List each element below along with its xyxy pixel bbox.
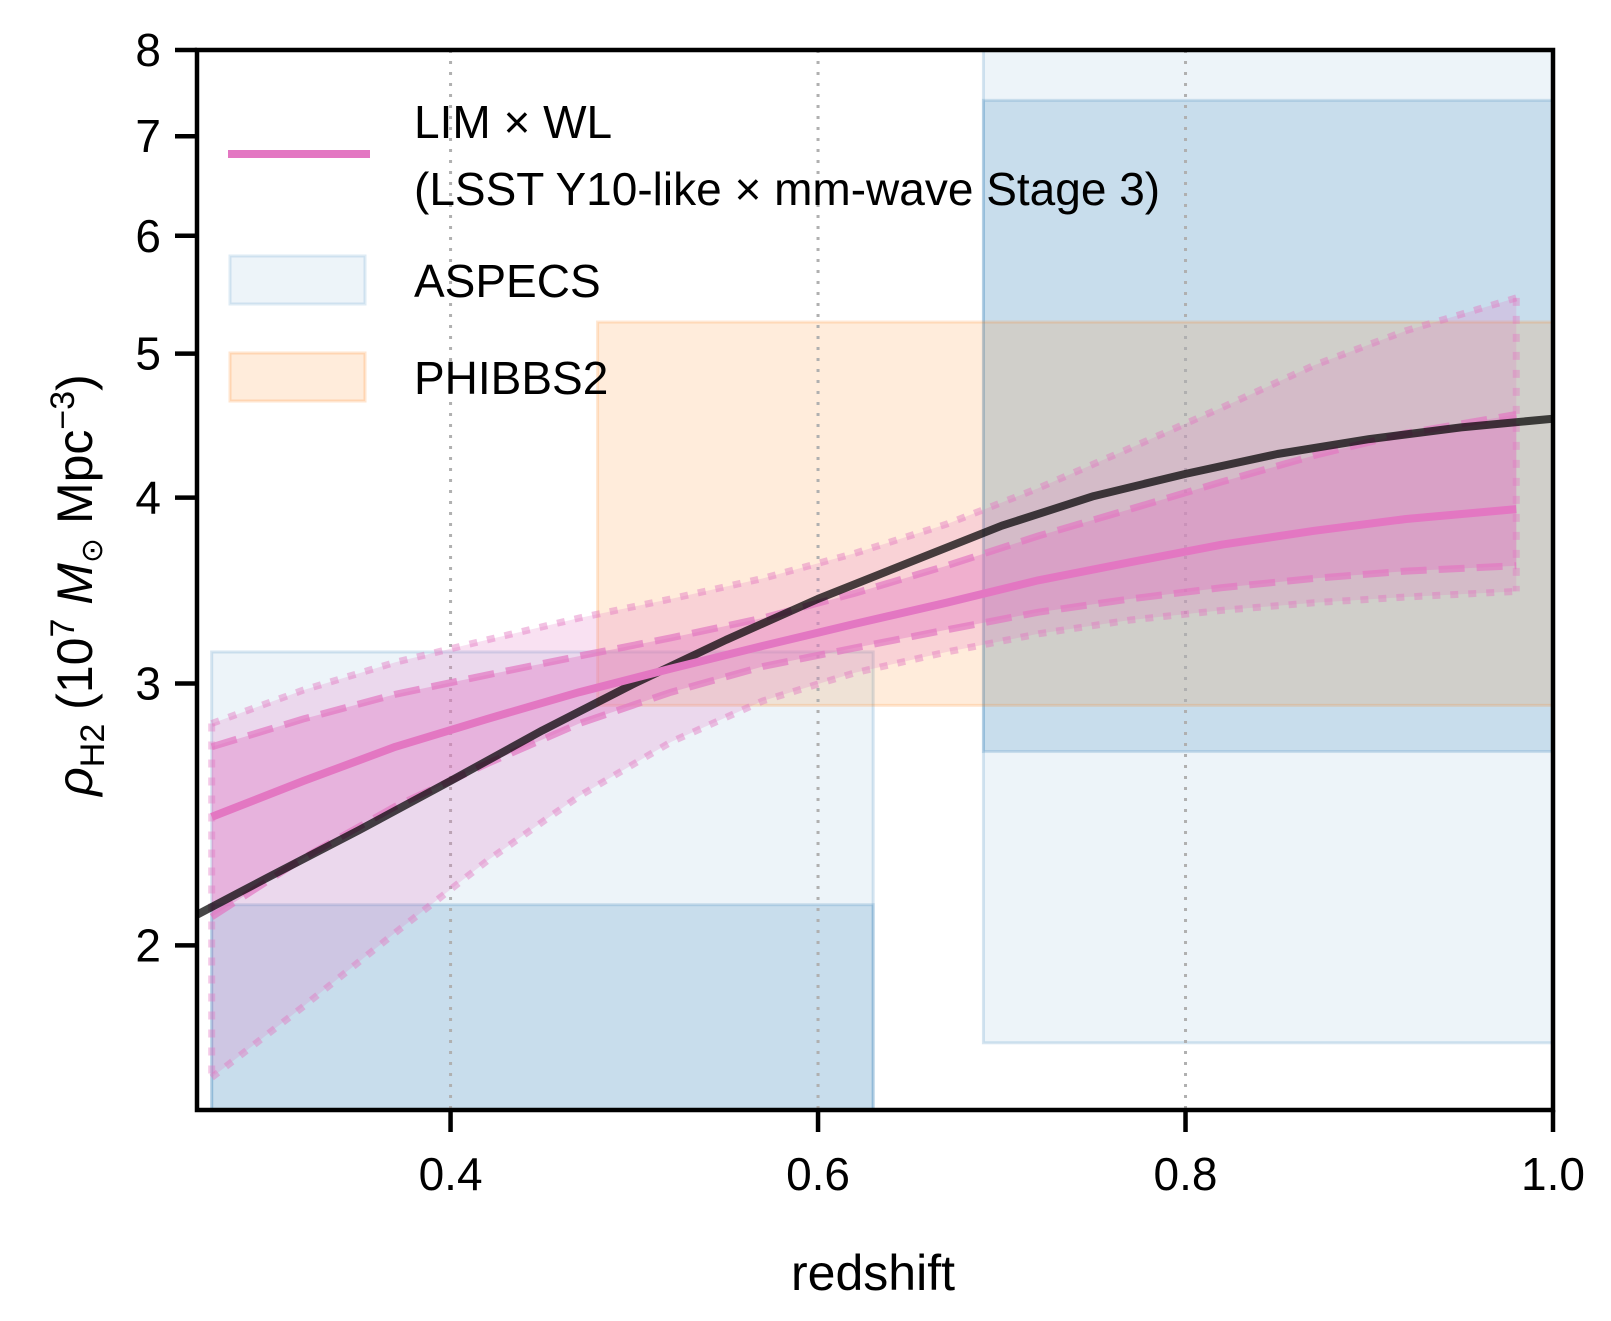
- legend-label-aspecs: ASPECS: [414, 255, 601, 307]
- y-axis-subscript: H2: [74, 724, 112, 767]
- x-tick-label: 1.0: [1521, 1148, 1585, 1200]
- y-axis-units-mpc-exp: −3: [44, 391, 82, 430]
- axes: [194, 47, 1556, 1113]
- legend-patch-aspecs: [228, 254, 367, 306]
- box-aspecs-outer-2: [981, 50, 1553, 1045]
- legend-label-lim-wl-line2: (LSST Y10-like × mm-wave Stage 3): [414, 163, 1160, 215]
- x-tick-label: 0.6: [786, 1148, 850, 1200]
- x-tick-label: 0.8: [1154, 1148, 1218, 1200]
- legend-label-lim-wl-line1: LIM × WL: [414, 96, 612, 148]
- y-axis-units-mpc: Mpc: [47, 430, 103, 538]
- model-line: [197, 414, 1553, 920]
- plot-area: [197, 50, 1553, 1110]
- y-tick-label: 8: [135, 24, 161, 76]
- tick-marks-and-labels: 0.4 0.6 0.8 1.0 2 3 4 5 6 7 8: [135, 24, 1585, 1200]
- box-aspecs-inner-1: [210, 903, 875, 1110]
- y-axis-symbol: ρ: [47, 767, 103, 798]
- lim-wl-line: [210, 505, 1517, 821]
- legend: LIM × WL (LSST Y10-like × mm-wave Stage …: [228, 96, 1160, 404]
- y-axis-title: ρH2 (107 M⊙ Mpc−3): [44, 374, 112, 798]
- vertical-grid-lines: [449, 50, 1553, 1110]
- y-tick-label: 7: [135, 110, 161, 162]
- box-phibbs2-single-4: [596, 320, 1553, 707]
- x-tick-label: 0.4: [419, 1148, 483, 1200]
- y-axis-units-prefix: (10: [47, 638, 103, 724]
- y-tick-label: 5: [135, 328, 161, 380]
- y-tick-label: 4: [135, 472, 161, 524]
- y-tick-label: 2: [135, 919, 161, 971]
- legend-label-phibbs2: PHIBBS2: [414, 352, 608, 404]
- y-axis-units-exp: 7: [44, 619, 82, 638]
- observation-boxes: [210, 50, 1553, 1110]
- x-axis-title: redshift: [791, 1245, 955, 1301]
- y-tick-label: 6: [135, 210, 161, 262]
- series-lines: [197, 414, 1553, 920]
- axes-frame: [194, 47, 1556, 1113]
- y-axis-units-mass: M: [47, 563, 103, 619]
- y-axis-units-sun: ⊙: [76, 538, 109, 563]
- band-2sigma-lower-edge: [209, 587, 1517, 1081]
- band-1sigma-upper-edge: [210, 411, 1517, 751]
- band-1sigma: [211, 414, 1517, 917]
- y-axis-units-close: ): [47, 374, 103, 391]
- y-tick-label: 3: [135, 657, 161, 709]
- legend-patch-phibbs2: [228, 351, 367, 403]
